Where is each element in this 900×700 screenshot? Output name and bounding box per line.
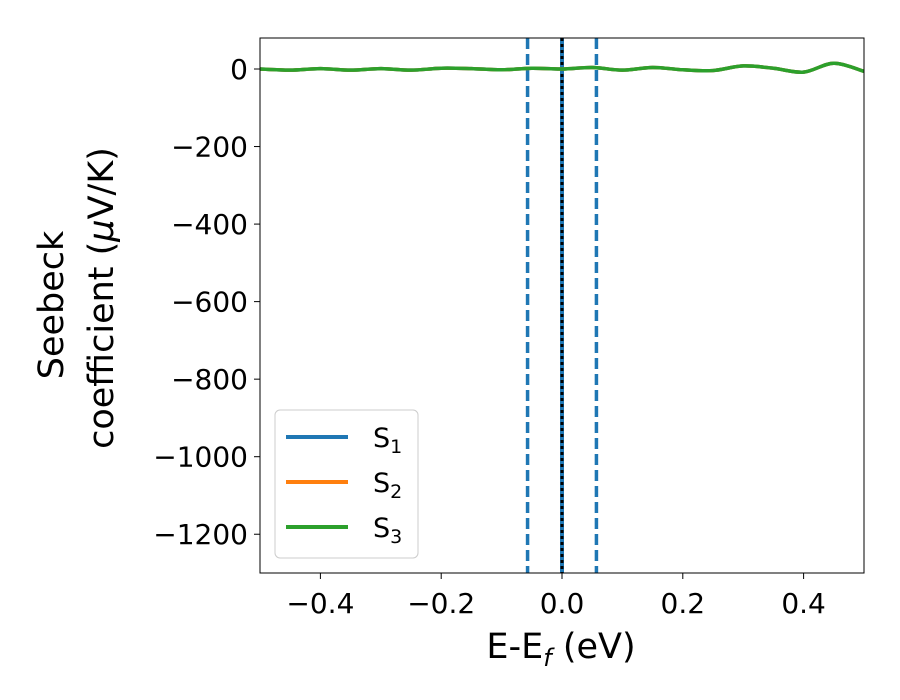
- legend-label-s1: S1: [373, 423, 402, 458]
- y-axis-label-line2: coefficient (μV/K): [82, 147, 122, 449]
- x-axis-ticks: −0.4 −0.2 0.0 0.2 0.4: [286, 573, 826, 620]
- series-lines: [260, 61, 864, 74]
- y-axis-label-line1: Seebeck: [32, 230, 72, 379]
- x-tick-label: −0.2: [407, 587, 475, 620]
- x-axis-label: E-Ef (eV): [486, 627, 635, 672]
- y-tick-label: −1200: [153, 518, 248, 551]
- y-axis-ticks: 0 −200 −400 −600 −800 −1000 −1200: [153, 53, 260, 551]
- legend-label-s3: S3: [373, 513, 402, 548]
- x-tick-label: 0.4: [781, 587, 826, 620]
- series-line-s3: [260, 61, 864, 74]
- y-tick-label: −600: [171, 286, 248, 319]
- x-tick-label: 0.2: [661, 587, 706, 620]
- x-tick-label: 0.0: [540, 587, 585, 620]
- y-tick-label: −400: [171, 208, 248, 241]
- y-tick-label: −800: [171, 363, 248, 396]
- y-tick-label: −200: [171, 131, 248, 164]
- y-tick-label: −1000: [153, 441, 248, 474]
- x-tick-label: −0.4: [286, 587, 354, 620]
- legend: S1 S2 S3: [274, 409, 419, 559]
- vertical-reference-lines: [525, 38, 599, 573]
- legend-label-s2: S2: [373, 468, 402, 503]
- y-tick-label: 0: [230, 53, 248, 86]
